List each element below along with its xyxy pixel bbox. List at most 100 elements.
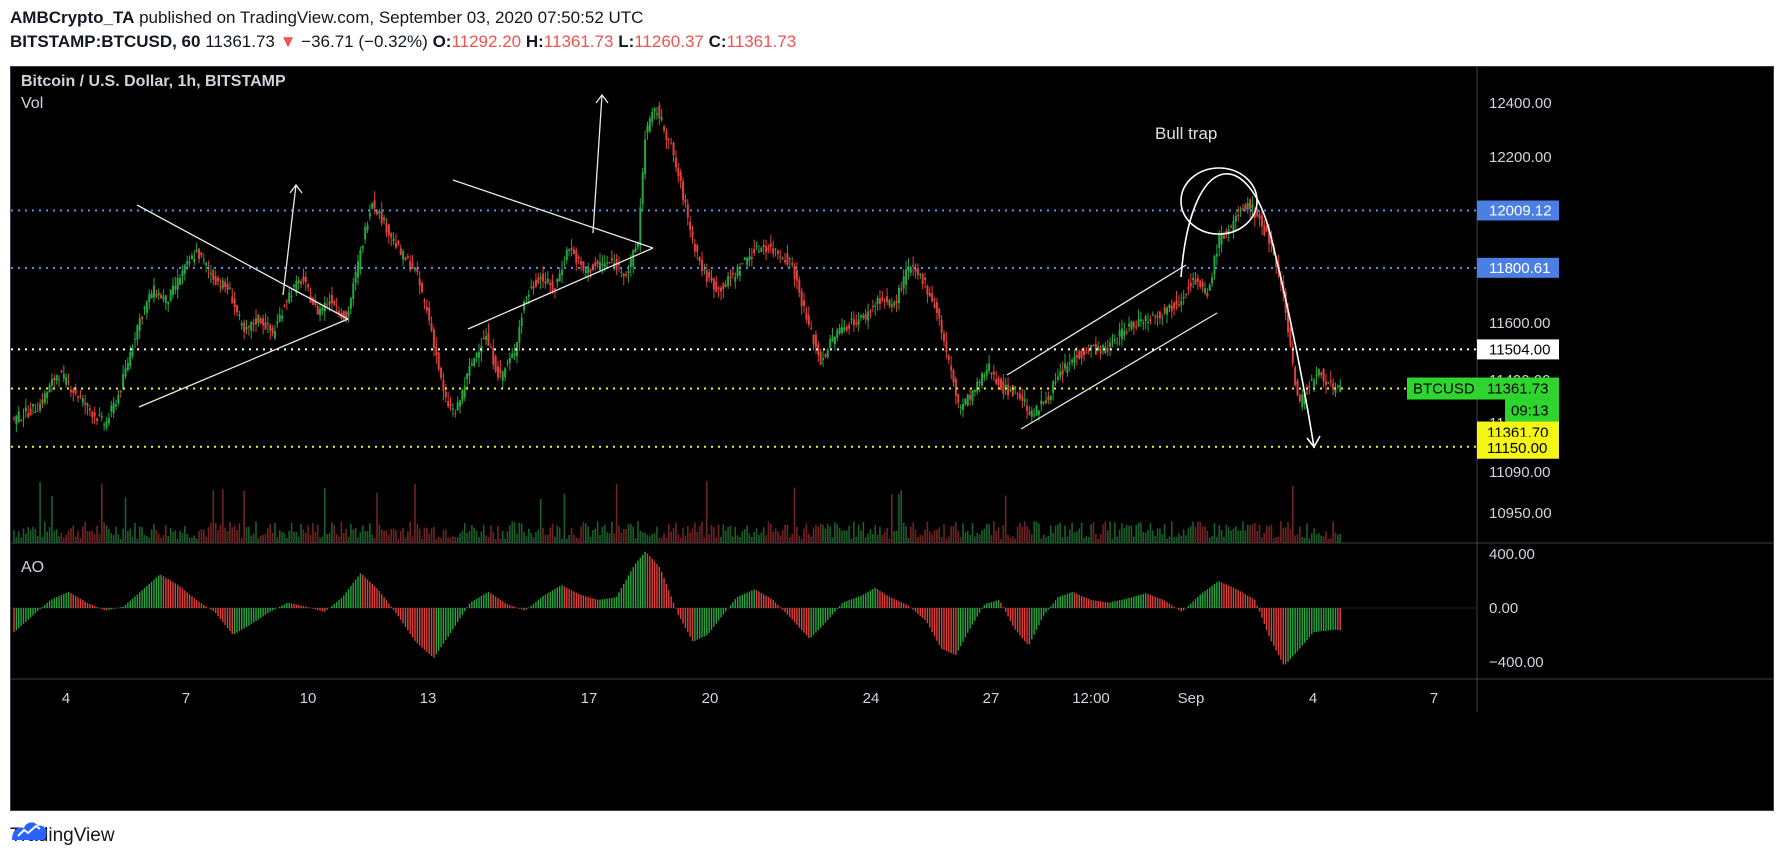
bull-trap-circle	[1180, 167, 1258, 235]
volume-bar	[762, 527, 765, 543]
candle-body	[304, 277, 307, 282]
volume-bar	[1327, 538, 1330, 543]
candle-body	[262, 318, 265, 326]
volume-bar	[694, 522, 696, 543]
volume-bar	[867, 533, 869, 543]
volume-bar	[955, 521, 957, 543]
candle-body	[556, 279, 559, 283]
candle-body	[743, 257, 746, 260]
volume-bar	[1033, 521, 1035, 543]
volume-bar	[580, 526, 582, 543]
candle-body	[907, 266, 910, 272]
volume-bar	[696, 531, 699, 543]
volume-bar	[682, 527, 684, 543]
volume-bar	[603, 524, 606, 543]
candle-body	[769, 243, 772, 248]
volume-bar	[988, 524, 990, 543]
candle-body	[1033, 414, 1036, 416]
volume-bar	[784, 524, 786, 543]
volume-bar	[283, 533, 286, 543]
candle-body	[1187, 286, 1190, 289]
candle-body	[784, 260, 787, 263]
candle-body	[658, 105, 661, 119]
volume-bar	[921, 535, 924, 543]
volume-bar	[1128, 525, 1130, 543]
volume-bar	[354, 528, 357, 543]
candle-body	[302, 276, 305, 282]
candle-body	[1263, 225, 1266, 236]
candle-body	[319, 308, 322, 316]
candle-body	[945, 341, 948, 353]
candle-body	[98, 414, 101, 416]
candle-body	[1244, 204, 1247, 210]
volume-bar	[1097, 538, 1100, 543]
volume-bar	[703, 537, 706, 543]
volume-bar	[1038, 523, 1040, 543]
volume-bar	[203, 529, 205, 543]
candle-body	[506, 362, 509, 364]
candle-body	[1208, 284, 1211, 291]
volume-bar	[1337, 534, 1339, 543]
volume-bar	[950, 526, 952, 543]
volume-bar	[1220, 530, 1223, 543]
candle-body	[285, 301, 288, 303]
volume-bar	[983, 528, 986, 543]
volume-bar	[625, 528, 627, 543]
candle-body	[943, 333, 946, 342]
volume-bar	[295, 531, 298, 543]
volume-bar	[810, 536, 812, 543]
volume-bar	[119, 538, 122, 543]
volume-bar	[554, 536, 556, 543]
candle-body	[152, 285, 155, 298]
candle-body	[663, 126, 666, 131]
candle-body	[549, 283, 552, 285]
volume-bar	[734, 526, 737, 543]
volume-bar	[373, 538, 376, 543]
candle-body	[430, 323, 433, 331]
candle-body	[404, 257, 407, 261]
candle-body	[72, 389, 75, 393]
candle-body	[271, 327, 274, 334]
volume-bar	[670, 531, 672, 543]
candle-body	[926, 285, 929, 295]
volume-bar	[60, 532, 63, 543]
volume-bar	[969, 534, 971, 543]
volume-bar	[236, 529, 238, 543]
candle-body	[186, 261, 189, 266]
candle-body	[492, 347, 495, 365]
candle-body	[397, 241, 400, 245]
vol-label: Vol	[21, 95, 43, 112]
chart-frame[interactable]: Bitcoin / U.S. Dollar, 1h, BITSTAMP Vol AO…	[10, 66, 1774, 811]
volume-bar	[414, 483, 416, 543]
volume-bar	[902, 522, 905, 543]
volume-bar	[179, 530, 181, 543]
candle-body	[935, 302, 938, 314]
volume-bar	[812, 527, 815, 543]
candle-body	[321, 308, 324, 311]
volume-bar	[1047, 535, 1050, 543]
candle-body	[1082, 350, 1085, 356]
candle-body	[627, 271, 630, 274]
volume-bar	[494, 538, 497, 543]
candle-body	[1206, 292, 1209, 297]
volume-bar	[722, 524, 725, 543]
candle-body	[610, 258, 613, 261]
tradingview-logo-icon[interactable]	[10, 818, 50, 842]
volume-bar	[160, 537, 162, 543]
chart-canvas[interactable]: Bitcoin / U.S. Dollar, 1h, BITSTAMP Vol AO…	[11, 67, 1773, 810]
candle-body	[214, 276, 217, 285]
volume-bar	[326, 534, 328, 543]
volume-bar	[772, 531, 774, 543]
volume-bar	[269, 524, 272, 543]
volume-bar	[679, 537, 682, 543]
candle-body	[406, 256, 409, 258]
candle-body	[1336, 386, 1339, 388]
volume-bar	[1261, 537, 1263, 543]
volume-bar	[914, 529, 917, 543]
volume-bar	[1040, 538, 1043, 543]
author-name[interactable]: AMBCrypto_TA	[10, 8, 135, 27]
volume-bar	[44, 521, 46, 543]
candle-body	[100, 416, 103, 418]
candle-body	[224, 281, 227, 288]
candle-body	[1068, 362, 1071, 364]
